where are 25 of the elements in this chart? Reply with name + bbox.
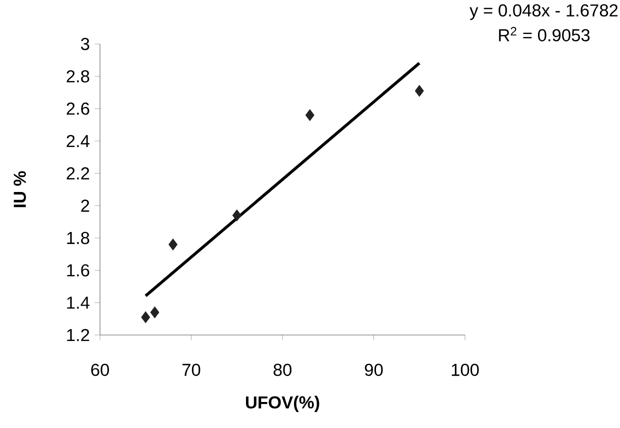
y-tick-label: 2.6 bbox=[66, 102, 90, 115]
x-tick-label: 80 bbox=[274, 364, 292, 376]
y-tick-label: 1.2 bbox=[67, 328, 90, 342]
y-tick-label: 2.4 bbox=[66, 134, 90, 148]
point bbox=[150, 306, 160, 318]
y-tick-label: 1.4 bbox=[67, 296, 90, 309]
point bbox=[168, 238, 178, 250]
x-tick-label: 100 bbox=[452, 364, 479, 376]
y-tick-label: 2.8 bbox=[66, 70, 90, 82]
y-tick-label: 1.6 bbox=[67, 264, 90, 276]
y-axis-title: IU % bbox=[14, 171, 26, 208]
x-tick-label: 60 bbox=[91, 364, 109, 376]
x-axis-title: UFOV(%) bbox=[246, 396, 320, 412]
text: R$^{2}$ = 0.9053 bbox=[499, 26, 590, 42]
point bbox=[232, 209, 242, 222]
x-tick-label: 90 bbox=[364, 364, 383, 376]
y-tick-label: 2.2 bbox=[66, 167, 90, 180]
x-tick-label: 70 bbox=[182, 364, 200, 376]
point bbox=[305, 109, 314, 122]
point bbox=[141, 311, 150, 324]
y-tick-label: 1.8 bbox=[67, 232, 90, 244]
y-tick-label: 2 bbox=[81, 200, 90, 212]
point bbox=[414, 85, 424, 97]
y-tick-label: 3 bbox=[80, 38, 90, 50]
text: y = 0.048x - 1.6782 bbox=[470, 4, 618, 20]
